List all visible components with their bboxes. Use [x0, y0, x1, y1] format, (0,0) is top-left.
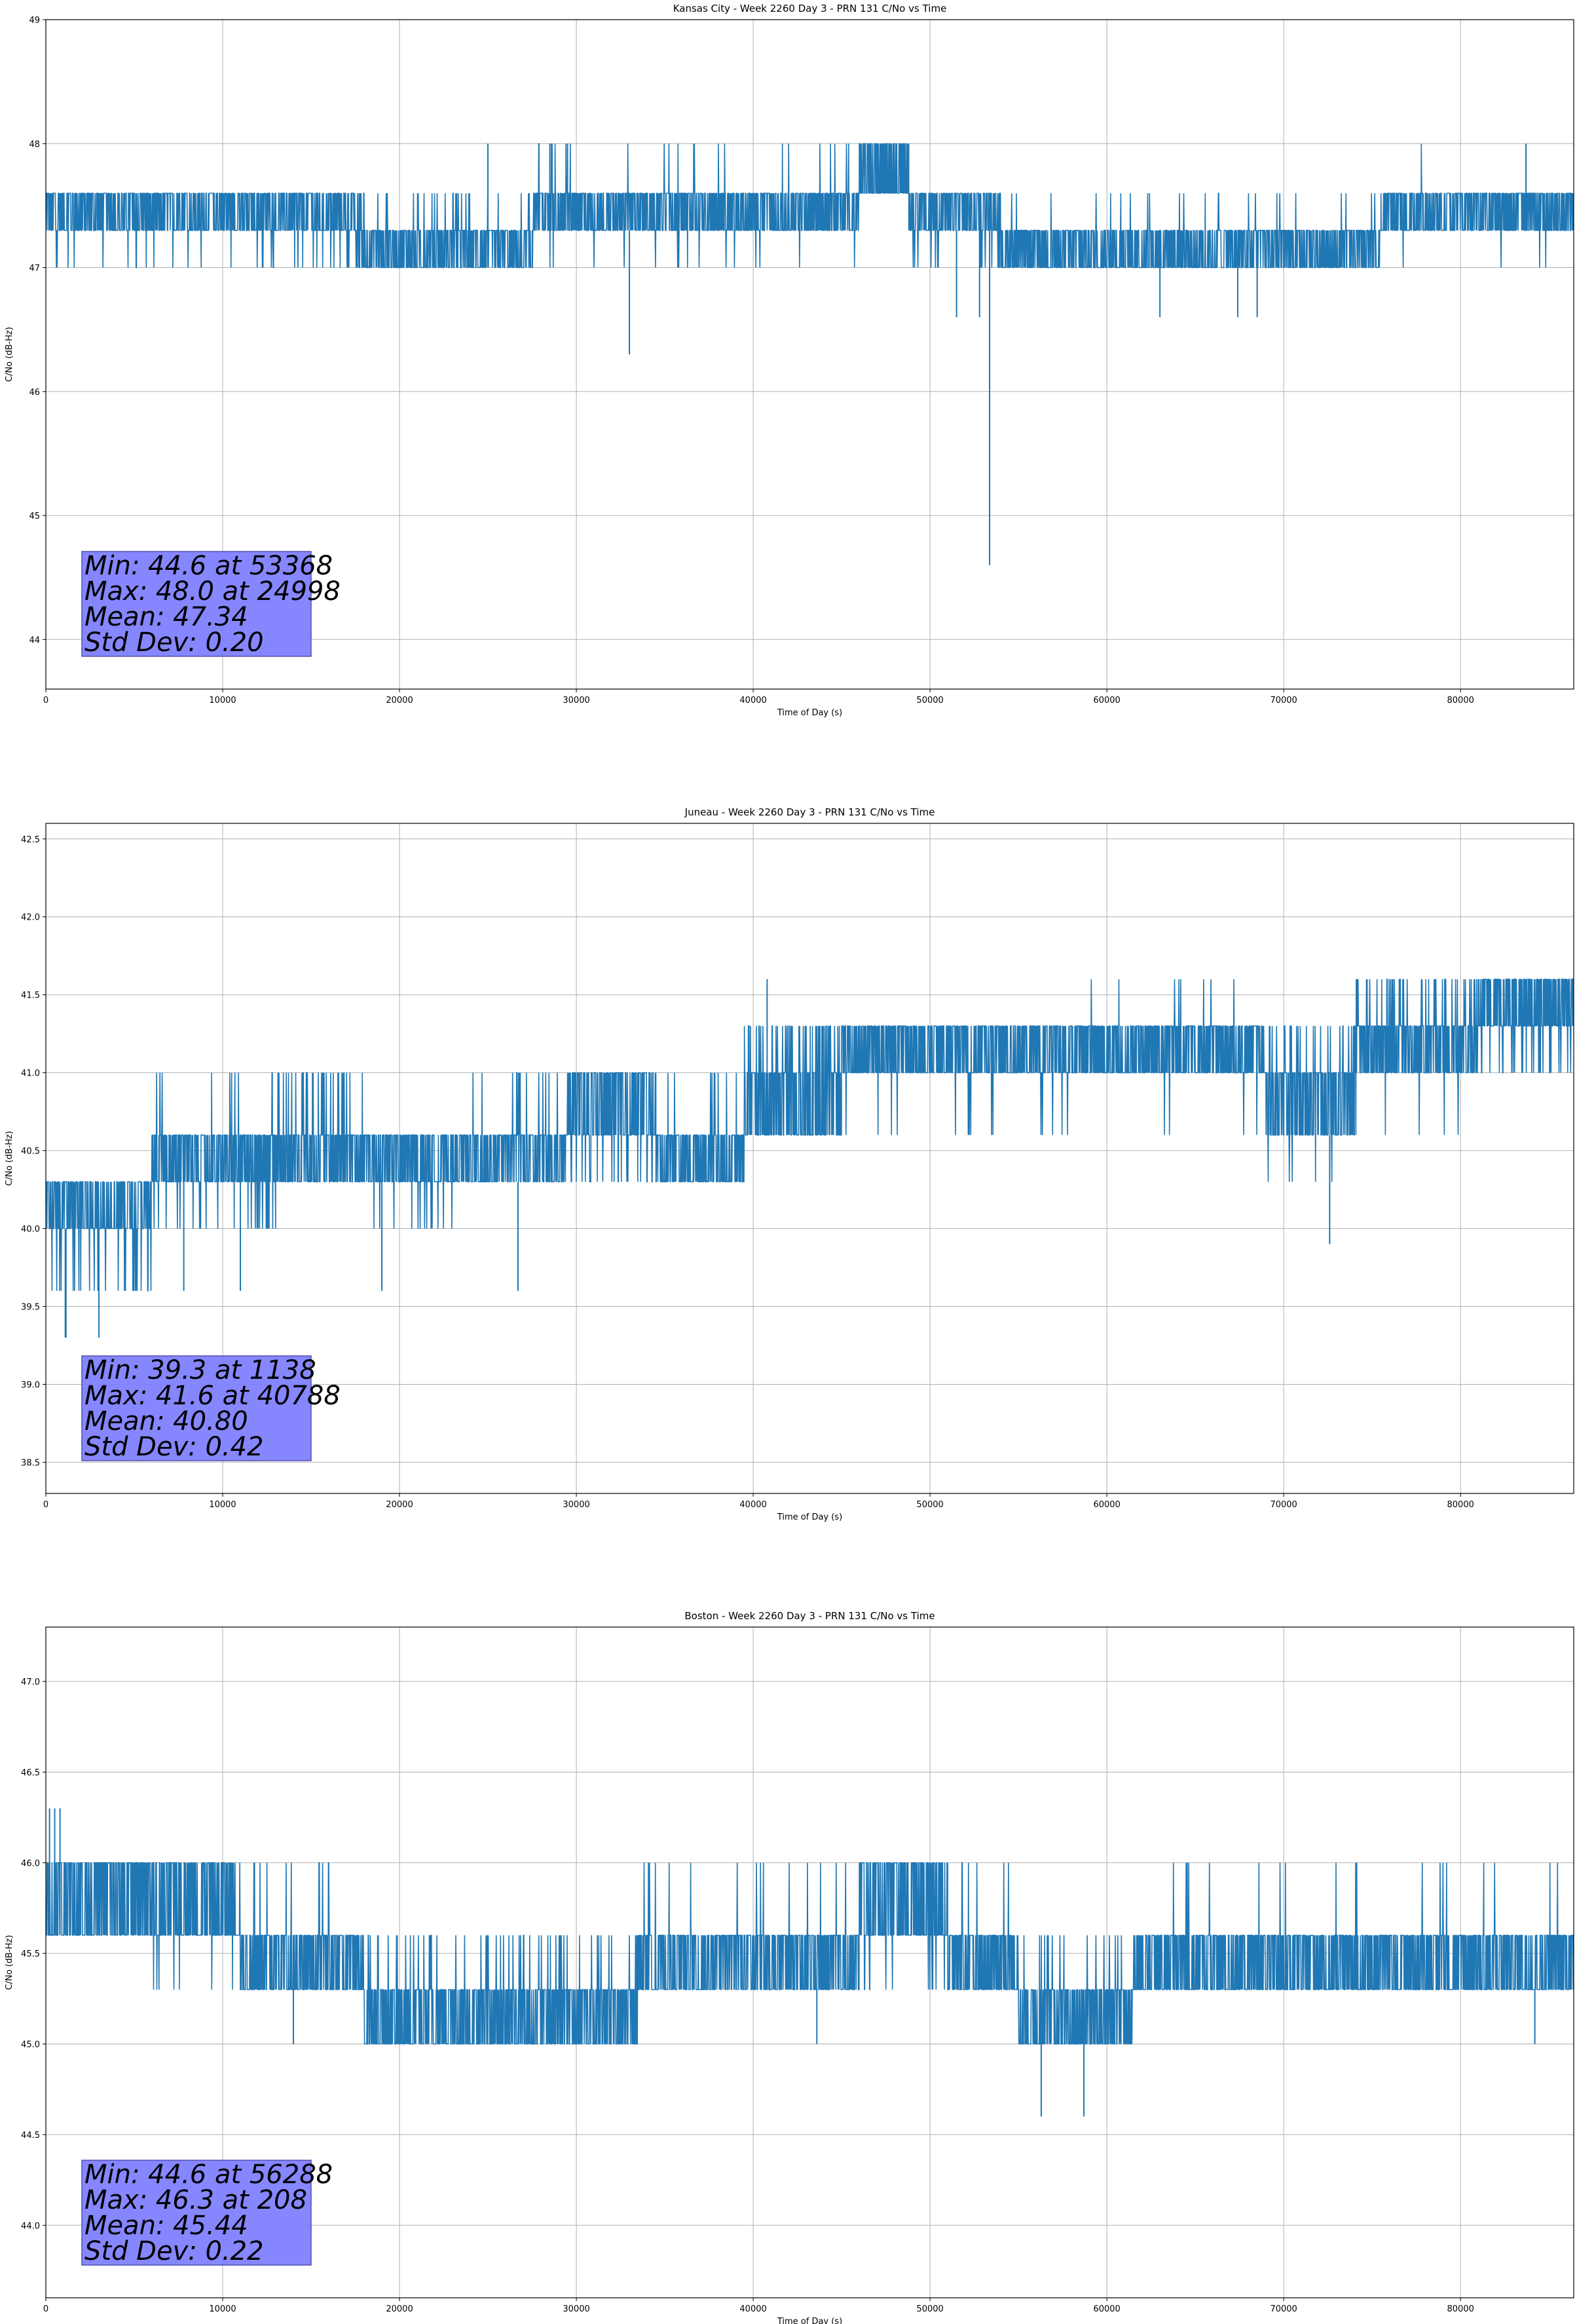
stats-line: Max: 48.0 at 24998	[84, 576, 341, 607]
y-tick-label: 39.5	[21, 1303, 40, 1313]
x-tick-label: 40000	[739, 1500, 766, 1510]
x-tick-label: 10000	[209, 696, 236, 705]
stats-line: Std Dev: 0.22	[84, 2236, 264, 2266]
y-tick-label: 40.0	[21, 1225, 40, 1235]
stats-line: Min: 44.6 at 53368	[84, 551, 333, 581]
x-tick-label: 0	[43, 1500, 48, 1510]
x-tick-label: 70000	[1270, 696, 1297, 705]
x-tick-label: 0	[43, 2304, 48, 2314]
chart-title: Boston - Week 2260 Day 3 - PRN 131 C/No …	[684, 1610, 935, 1622]
y-tick-label: 42.5	[21, 835, 40, 845]
x-tick-label: 70000	[1270, 1500, 1297, 1510]
chart-panel: 0 10000 20000 30000 40000 50000 60000 70000 8000…	[5, 3, 1574, 718]
x-tick-label: 80000	[1447, 1500, 1474, 1510]
y-tick-label: 44.0	[21, 2221, 40, 2231]
stats-line: Mean: 45.44	[84, 2211, 248, 2241]
stats-line: Max: 46.3 at 208	[84, 2185, 307, 2215]
y-axis-label: C/No (dB-Hz)	[5, 1131, 14, 1186]
x-tick-label: 60000	[1093, 1500, 1120, 1510]
y-tick-label: 46.5	[21, 1768, 40, 1778]
stats-box	[81, 551, 312, 657]
x-tick-label: 50000	[916, 2304, 943, 2314]
series-line	[46, 1862, 1574, 2045]
y-tick-label: 49	[29, 16, 40, 26]
series-line	[46, 979, 1574, 1292]
axes-frame	[45, 19, 1574, 690]
x-tick-label: 20000	[386, 1500, 413, 1510]
x-axis-label: Time of Day (s)	[777, 708, 842, 718]
y-tick-label: 45	[29, 512, 40, 521]
y-tick-label: 44	[29, 635, 40, 645]
x-tick-label: 40000	[739, 696, 766, 705]
y-tick-label: 48	[29, 140, 40, 149]
chart-title: Kansas City - Week 2260 Day 3 - PRN 131 …	[673, 3, 947, 14]
y-tick-label: 40.5	[21, 1147, 40, 1157]
y-tick-label: 46.0	[21, 1859, 40, 1869]
stats-line: Mean: 40.80	[84, 1406, 248, 1436]
x-tick-label: 30000	[563, 1500, 589, 1510]
stats-line: Max: 41.6 at 40788	[84, 1381, 341, 1411]
chart-panel: 0 10000 20000 30000 40000 50000 60000 70000 8000…	[5, 806, 1574, 1522]
y-tick-label: 39.0	[21, 1380, 40, 1390]
x-tick-label: 50000	[916, 1500, 943, 1510]
x-tick-label: 60000	[1093, 2304, 1120, 2314]
y-tick-label: 46	[29, 388, 40, 398]
axes-frame	[45, 823, 1574, 1494]
x-axis-label: Time of Day (s)	[777, 2317, 842, 2324]
y-axis-label: C/No (dB-Hz)	[5, 1935, 14, 1990]
x-tick-label: 20000	[386, 696, 413, 705]
y-tick-label: 44.5	[21, 2131, 40, 2141]
chart-panel: 0 10000 20000 30000 40000 50000 60000 70000 8000…	[5, 1610, 1574, 2324]
y-tick-label: 45.5	[21, 1949, 40, 1959]
y-tick-label: 42.0	[21, 913, 40, 923]
y-tick-label: 41.0	[21, 1069, 40, 1079]
x-tick-label: 50000	[916, 696, 943, 705]
x-tick-label: 40000	[739, 2304, 766, 2314]
x-tick-label: 10000	[209, 1500, 236, 1510]
x-tick-label: 80000	[1447, 2304, 1474, 2314]
y-tick-label: 38.5	[21, 1458, 40, 1468]
y-tick-label: 47.0	[21, 1677, 40, 1687]
axes-frame	[45, 1626, 1574, 2298]
y-axis-label: C/No (dB-Hz)	[5, 327, 14, 382]
x-tick-label: 70000	[1270, 2304, 1297, 2314]
stats-line: Min: 39.3 at 1138	[84, 1355, 316, 1385]
y-tick-label: 41.5	[21, 991, 40, 1001]
x-tick-label: 20000	[386, 2304, 413, 2314]
x-tick-label: 10000	[209, 2304, 236, 2314]
x-tick-label: 30000	[563, 696, 589, 705]
y-tick-label: 45.0	[21, 2040, 40, 2050]
stats-line: Mean: 47.34	[84, 602, 248, 632]
stats-line: Std Dev: 0.20	[84, 628, 264, 658]
x-axis-label: Time of Day (s)	[777, 1512, 842, 1522]
stats-box	[81, 2160, 312, 2266]
x-tick-label: 30000	[563, 2304, 589, 2314]
series-line	[46, 143, 1574, 269]
stats-line: Std Dev: 0.42	[84, 1432, 264, 1462]
chart-title: Juneau - Week 2260 Day 3 - PRN 131 C/No …	[684, 806, 935, 818]
stats-box	[81, 1355, 312, 1461]
x-tick-label: 0	[43, 696, 48, 705]
x-tick-label: 60000	[1093, 696, 1120, 705]
x-tick-label: 80000	[1447, 696, 1474, 705]
y-tick-label: 47	[29, 264, 40, 274]
stats-line: Min: 44.6 at 56288	[84, 2160, 333, 2190]
